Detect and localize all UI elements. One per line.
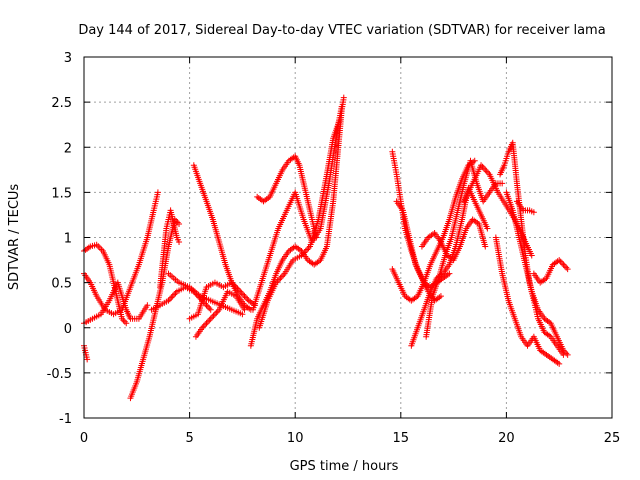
series-arc8 [165, 270, 246, 318]
y-tick-label: 0 [64, 322, 72, 337]
y-tick-label: -1 [59, 412, 72, 427]
y-axis-title: SDTVAR / TECUs [7, 184, 22, 291]
data-point [340, 94, 347, 101]
x-tick-label: 25 [604, 431, 621, 446]
x-tick-label: 20 [498, 431, 515, 446]
chart-title: Day 144 of 2017, Sidereal Day-to-day VTE… [78, 23, 605, 38]
series-arc3 [81, 241, 130, 327]
data-point [336, 117, 343, 124]
data-point [144, 302, 151, 309]
series-arc21 [418, 216, 489, 264]
data-point [313, 234, 320, 241]
data-point [446, 270, 453, 277]
series-arc6 [157, 207, 183, 291]
data-point [123, 320, 130, 327]
x-tick-label: 10 [287, 431, 304, 446]
data-point [239, 311, 246, 318]
y-tick-label: 1 [64, 232, 72, 247]
y-tick-label: -0.5 [47, 367, 72, 382]
data-point [84, 356, 91, 363]
series-arc17 [393, 198, 444, 304]
data-point [176, 239, 183, 246]
data-point [437, 293, 444, 300]
data-point [530, 209, 537, 216]
x-tick-label: 0 [80, 431, 88, 446]
y-tick-label: 3 [64, 51, 72, 66]
data-series [81, 94, 571, 402]
data-point [499, 180, 506, 187]
series-arc25 [503, 189, 571, 358]
y-tick-label: 1.5 [51, 186, 72, 201]
series-arc19 [408, 184, 491, 349]
series-arc20 [423, 157, 506, 340]
series-arc26 [530, 257, 571, 286]
series-arc5 [127, 216, 183, 402]
data-point [176, 220, 183, 227]
axis-ticks: 0 5 10 15 20 25 -1 -0.5 0 0.5 1 1.5 2 2.5 3 [47, 51, 621, 446]
data-point [556, 360, 563, 367]
x-axis-title: GPS time / hours [290, 459, 399, 474]
x-tick-label: 15 [393, 431, 410, 446]
series-arc23 [492, 234, 563, 367]
series-arc10 [192, 288, 248, 340]
y-tick-label: 2.5 [51, 96, 72, 111]
series-arc14 [254, 153, 320, 241]
data-point [484, 225, 491, 232]
x-tick-label: 5 [185, 431, 193, 446]
data-point [241, 306, 248, 313]
data-point [564, 266, 571, 273]
series-arc15 [256, 117, 343, 331]
data-point [207, 306, 214, 313]
data-point [564, 351, 571, 358]
data-point [338, 103, 345, 110]
y-tick-label: 0.5 [51, 277, 72, 292]
data-point [528, 252, 535, 259]
series-arc1 [81, 189, 161, 318]
series-arc27 [513, 198, 537, 216]
data-point [482, 243, 489, 250]
y-tick-label: 2 [64, 141, 72, 156]
data-point [154, 189, 161, 196]
